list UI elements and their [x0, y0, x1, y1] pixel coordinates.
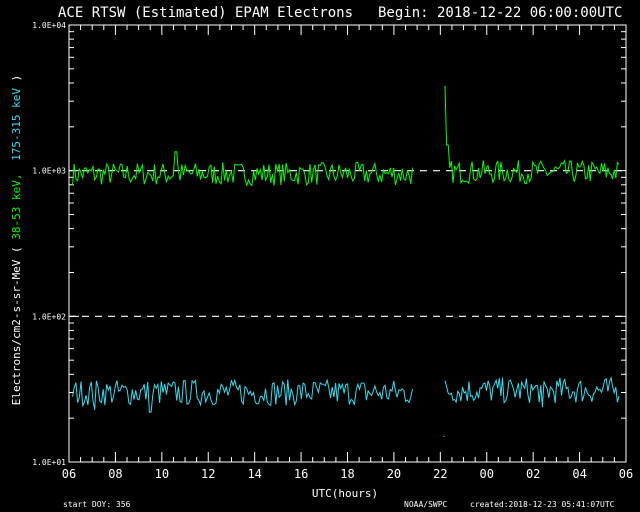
- series-cyan: [72, 376, 620, 437]
- spike-point: [444, 85, 446, 87]
- created-label: created:2018-12-23 05:41:07UTC: [470, 500, 615, 509]
- x-tick-label: 22: [433, 467, 447, 481]
- series-layer: [72, 85, 620, 437]
- y-axis-label-suffix: ): [10, 75, 23, 88]
- y-tick-label: 1.0E+02: [32, 312, 66, 321]
- source-label: NOAA/SWPC: [404, 500, 448, 509]
- x-tick-label: 12: [201, 467, 215, 481]
- x-axis-label: UTC(hours): [312, 487, 378, 500]
- x-tick-label: 06: [62, 467, 76, 481]
- x-tick-label: 10: [155, 467, 169, 481]
- spike-point: [446, 144, 448, 146]
- start-doy: start DOY: 356: [63, 500, 131, 509]
- spike-point: [443, 435, 445, 437]
- y-axis-label-prefix: Electrons/cm2-s-sr-MeV (: [10, 240, 23, 406]
- spike-point: [175, 151, 177, 153]
- x-tick-label: 14: [247, 467, 261, 481]
- y-axis-label: Electrons/cm2-s-sr-MeV ( 38-53 keV, 175-…: [10, 75, 23, 406]
- x-tick-label: 00: [480, 467, 494, 481]
- y-axis-label-green: 38-53 keV,: [10, 173, 23, 239]
- series-green: [72, 85, 620, 188]
- x-tick-label: 06: [619, 467, 633, 481]
- axis-ticks: 1.0E+01 1.0E+02 1.0E+03 1.0E+04 06 08 10 12 14 16…: [32, 21, 633, 481]
- y-axis-label-cyan: 175-315 keV: [10, 88, 23, 161]
- x-tick-label: 20: [387, 467, 401, 481]
- x-tick-label: 16: [294, 467, 308, 481]
- chart-title: ACE RTSW (Estimated) EPAM Electrons: [58, 5, 353, 21]
- series-line: [72, 378, 413, 413]
- y-tick-label: 1.0E+03: [32, 167, 66, 176]
- series-line: [444, 376, 620, 407]
- series-line: [72, 151, 413, 188]
- spike-point: [541, 406, 544, 408]
- x-tick-label: 04: [572, 467, 586, 481]
- y-tick-label: 1.0E+04: [32, 21, 66, 30]
- reference-lines: [69, 170, 626, 317]
- y-tick-label: 1.0E+01: [32, 458, 66, 467]
- spike-point: [149, 411, 151, 413]
- spike-point: [93, 408, 96, 410]
- x-tick-label: 08: [108, 467, 122, 481]
- series-line: [444, 86, 620, 185]
- x-tick-label: 02: [526, 467, 540, 481]
- chart-begin-time: Begin: 2018-12-22 06:00:00UTC: [378, 5, 622, 21]
- x-tick-label: 18: [340, 467, 354, 481]
